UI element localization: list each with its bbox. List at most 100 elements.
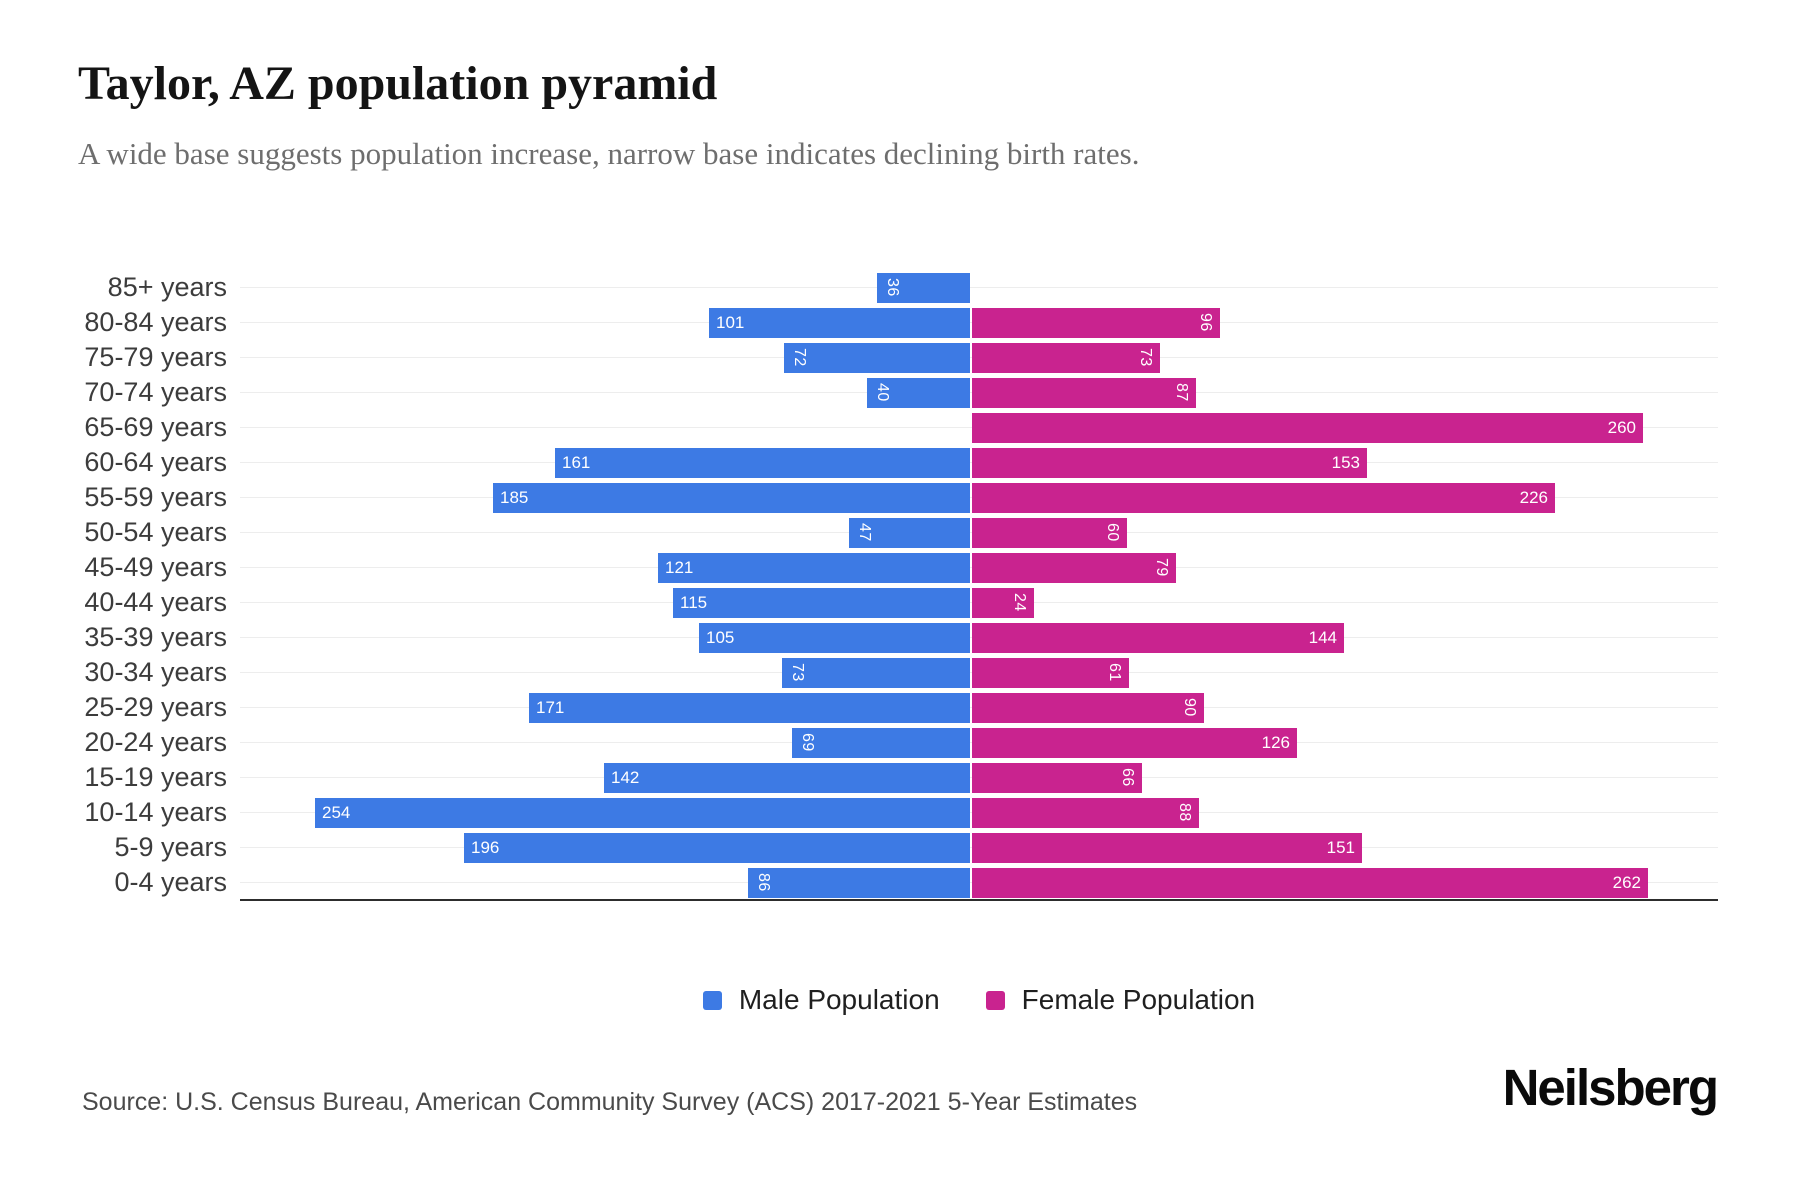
age-group-label: 80-84 years bbox=[84, 307, 227, 337]
bar-value-label: 115 bbox=[680, 593, 708, 612]
male-bar[interactable]: 40 bbox=[867, 377, 970, 408]
female-bar[interactable]: 61 bbox=[972, 657, 1129, 688]
male-bar[interactable]: 142 bbox=[604, 762, 970, 793]
row-gridline-track: 40 87 bbox=[240, 375, 1718, 410]
age-group-label: 60-64 years bbox=[84, 447, 227, 477]
male-bar[interactable]: 72 bbox=[784, 342, 970, 373]
female-bar[interactable]: 60 bbox=[972, 517, 1127, 548]
bar-value-label: 47 bbox=[856, 523, 873, 542]
bar-value-label: 88 bbox=[1176, 803, 1193, 822]
male-bar[interactable]: 161 bbox=[555, 447, 970, 478]
bar-value-label: 36 bbox=[884, 278, 901, 297]
bar-value-label: 151 bbox=[1326, 838, 1355, 857]
male-bar[interactable]: 73 bbox=[782, 657, 970, 688]
bar-value-label: 171 bbox=[536, 698, 565, 717]
male-bar[interactable]: 254 bbox=[315, 797, 970, 828]
male-zone: 185 bbox=[240, 482, 970, 513]
bar-value-label: 144 bbox=[1308, 628, 1337, 647]
female-bar[interactable]: 79 bbox=[972, 552, 1176, 583]
female-bar[interactable]: 151 bbox=[972, 832, 1362, 863]
bar-value-label: 254 bbox=[322, 803, 351, 822]
pyramid-row: 55-59 years 185 226 bbox=[0, 480, 1800, 515]
bar-value-label: 72 bbox=[791, 348, 808, 367]
pyramid-row: 70-74 years 40 87 bbox=[0, 375, 1800, 410]
female-zone: 260 bbox=[970, 412, 1718, 443]
female-bar[interactable]: 144 bbox=[972, 622, 1344, 653]
bar-value-label: 161 bbox=[562, 453, 591, 472]
female-legend-swatch-icon bbox=[985, 990, 1005, 1010]
male-bar[interactable]: 196 bbox=[464, 832, 970, 863]
bar-value-label: 260 bbox=[1607, 418, 1636, 437]
age-group-label: 65-69 years bbox=[84, 412, 227, 442]
male-bar[interactable]: 36 bbox=[877, 272, 970, 303]
age-group-label: 15-19 years bbox=[84, 762, 227, 792]
bar-value-label: 79 bbox=[1153, 558, 1170, 577]
male-bar[interactable]: 185 bbox=[493, 482, 970, 513]
row-gridline-track: 73 61 bbox=[240, 655, 1718, 690]
pyramid-row: 80-84 years 101 96 bbox=[0, 305, 1800, 340]
female-zone: 90 bbox=[970, 692, 1718, 723]
bar-value-label: 90 bbox=[1181, 698, 1198, 717]
female-zone: 96 bbox=[970, 307, 1718, 338]
female-bar[interactable]: 262 bbox=[972, 867, 1648, 898]
female-bar[interactable]: 90 bbox=[972, 692, 1204, 723]
page-title: Taylor, AZ population pyramid bbox=[78, 57, 718, 110]
female-zone: 226 bbox=[970, 482, 1718, 513]
male-bar[interactable]: 121 bbox=[658, 552, 970, 583]
female-bar[interactable]: 126 bbox=[972, 727, 1297, 758]
pyramid-row: 0-4 years 86 262 bbox=[0, 865, 1800, 900]
pyramid-row: 45-49 years 121 79 bbox=[0, 550, 1800, 585]
bar-value-label: 126 bbox=[1261, 733, 1290, 752]
bar-value-label: 262 bbox=[1612, 873, 1641, 892]
male-bar[interactable]: 47 bbox=[849, 517, 970, 548]
female-zone: 262 bbox=[970, 867, 1718, 898]
age-group-label: 25-29 years bbox=[84, 692, 227, 722]
pyramid-row: 10-14 years 254 88 bbox=[0, 795, 1800, 830]
female-bar[interactable]: 73 bbox=[972, 342, 1160, 373]
bar-value-label: 105 bbox=[706, 628, 735, 647]
pyramid-row: 15-19 years 142 66 bbox=[0, 760, 1800, 795]
male-zone: 196 bbox=[240, 832, 970, 863]
female-zone: 24 bbox=[970, 587, 1718, 618]
bar-value-label: 69 bbox=[799, 733, 816, 752]
legend-item-male[interactable]: Male Population bbox=[702, 984, 940, 1016]
row-gridline-track: 185 226 bbox=[240, 480, 1718, 515]
pyramid-row: 75-79 years 72 73 bbox=[0, 340, 1800, 375]
age-group-label: 70-74 years bbox=[84, 377, 227, 407]
female-bar[interactable]: 260 bbox=[972, 412, 1643, 443]
female-bar[interactable]: 87 bbox=[972, 377, 1196, 408]
male-zone: 69 bbox=[240, 727, 970, 758]
female-zone: 61 bbox=[970, 657, 1718, 688]
age-group-label: 10-14 years bbox=[84, 797, 227, 827]
female-bar[interactable]: 88 bbox=[972, 797, 1199, 828]
female-bar[interactable]: 24 bbox=[972, 587, 1034, 618]
male-bar[interactable]: 105 bbox=[699, 622, 970, 653]
legend-label-male: Male Population bbox=[738, 984, 940, 1015]
row-gridline-track: 101 96 bbox=[240, 305, 1718, 340]
age-group-label: 75-79 years bbox=[84, 342, 227, 372]
female-bar[interactable]: 66 bbox=[972, 762, 1142, 793]
male-bar[interactable]: 86 bbox=[748, 867, 970, 898]
male-bar[interactable]: 101 bbox=[709, 307, 970, 338]
legend-item-female[interactable]: Female Population bbox=[985, 984, 1255, 1016]
age-group-label: 85+ years bbox=[107, 272, 227, 302]
female-bar[interactable]: 226 bbox=[972, 482, 1555, 513]
row-gridline-track: 171 90 bbox=[240, 690, 1718, 725]
source-attribution: Source: U.S. Census Bureau, American Com… bbox=[82, 1088, 1138, 1116]
bar-value-label: 121 bbox=[665, 558, 694, 577]
row-gridline-track: 254 88 bbox=[240, 795, 1718, 830]
male-bar[interactable]: 115 bbox=[673, 587, 970, 618]
age-group-label: 55-59 years bbox=[84, 482, 227, 512]
male-zone bbox=[240, 413, 970, 443]
bar-value-label: 96 bbox=[1197, 313, 1214, 332]
male-bar[interactable]: 171 bbox=[529, 692, 970, 723]
age-group-label: 20-24 years bbox=[84, 727, 227, 757]
page-subtitle: A wide base suggests population increase… bbox=[78, 136, 1140, 171]
female-bar[interactable]: 153 bbox=[972, 447, 1367, 478]
male-zone: 47 bbox=[240, 517, 970, 548]
male-bar[interactable]: 69 bbox=[792, 727, 970, 758]
female-bar[interactable]: 96 bbox=[972, 307, 1220, 338]
bar-value-label: 40 bbox=[874, 383, 891, 402]
bar-value-label: 61 bbox=[1106, 663, 1123, 682]
age-group-label: 5-9 years bbox=[114, 832, 227, 862]
